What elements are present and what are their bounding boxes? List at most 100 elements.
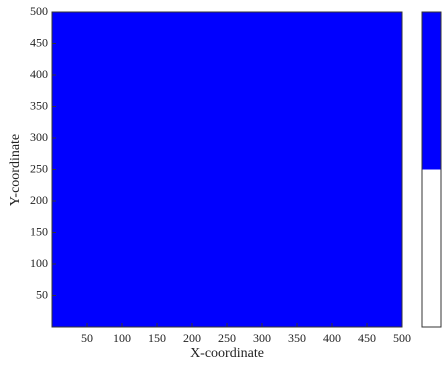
cell <box>52 170 88 202</box>
cell <box>297 264 333 296</box>
cell <box>122 75 158 107</box>
cell <box>87 138 123 170</box>
y-tick-label: 50 <box>36 287 48 301</box>
cell <box>52 12 88 44</box>
cell <box>227 138 263 170</box>
cell <box>227 264 263 296</box>
cell <box>157 264 193 296</box>
cell <box>332 75 368 107</box>
chart: X-coordinate Y-coordinate 50100150200250… <box>0 0 447 363</box>
cell <box>122 296 158 328</box>
cell <box>367 233 403 265</box>
cell <box>87 296 123 328</box>
cell <box>367 201 403 233</box>
cell <box>192 201 228 233</box>
cell <box>332 201 368 233</box>
cell <box>157 138 193 170</box>
cell <box>262 107 298 139</box>
cell <box>87 44 123 76</box>
cell <box>52 138 88 170</box>
cell <box>157 170 193 202</box>
cell <box>227 233 263 265</box>
x-tick-label: 100 <box>113 331 131 345</box>
cell <box>52 296 88 328</box>
cell <box>87 264 123 296</box>
y-tick-label: 300 <box>30 130 48 144</box>
cell <box>297 296 333 328</box>
cell <box>192 264 228 296</box>
cell <box>87 12 123 44</box>
cell <box>192 107 228 139</box>
cell <box>297 233 333 265</box>
cell <box>192 296 228 328</box>
cell <box>262 170 298 202</box>
x-axis-label: X-coordinate <box>190 346 264 361</box>
x-tick-label: 300 <box>253 331 271 345</box>
cell <box>52 107 88 139</box>
cell <box>367 296 403 328</box>
cell <box>367 264 403 296</box>
cell <box>52 75 88 107</box>
y-tick-label: 100 <box>30 256 48 270</box>
y-tick-label: 200 <box>30 193 48 207</box>
cell <box>332 138 368 170</box>
cell <box>87 233 123 265</box>
cell <box>367 12 403 44</box>
cell <box>367 75 403 107</box>
colorbar-segment <box>422 12 441 170</box>
cell <box>332 12 368 44</box>
cell <box>262 138 298 170</box>
cell <box>122 170 158 202</box>
x-tick-label: 250 <box>218 331 236 345</box>
x-tick-label: 350 <box>288 331 306 345</box>
cell <box>157 12 193 44</box>
cell <box>262 12 298 44</box>
cell <box>227 12 263 44</box>
cell <box>297 12 333 44</box>
cell <box>332 170 368 202</box>
x-tick-label: 500 <box>393 331 411 345</box>
y-tick-label: 400 <box>30 67 48 81</box>
cell <box>192 12 228 44</box>
cell <box>122 107 158 139</box>
cell <box>157 107 193 139</box>
cell <box>192 75 228 107</box>
cell <box>262 233 298 265</box>
y-tick-label: 450 <box>30 35 48 49</box>
cell <box>262 201 298 233</box>
cell <box>367 170 403 202</box>
cell <box>227 170 263 202</box>
cell <box>297 138 333 170</box>
cell <box>192 44 228 76</box>
x-tick-label: 50 <box>81 331 93 345</box>
x-tick-label: 400 <box>323 331 341 345</box>
x-tick-label: 150 <box>148 331 166 345</box>
cell <box>227 44 263 76</box>
cell <box>297 107 333 139</box>
cell <box>332 233 368 265</box>
y-tick-label: 150 <box>30 224 48 238</box>
cell <box>297 44 333 76</box>
cell <box>157 296 193 328</box>
cell <box>192 233 228 265</box>
cell <box>332 44 368 76</box>
cell <box>52 201 88 233</box>
cell <box>192 138 228 170</box>
y-tick-label: 250 <box>30 161 48 175</box>
cell <box>122 12 158 44</box>
cell <box>332 264 368 296</box>
cell <box>52 233 88 265</box>
cell <box>297 170 333 202</box>
cell <box>297 75 333 107</box>
colorbar-segment <box>422 170 441 328</box>
cell <box>122 201 158 233</box>
cell <box>157 233 193 265</box>
cell <box>262 75 298 107</box>
cell <box>122 138 158 170</box>
y-tick-label: 500 <box>30 4 48 18</box>
cell <box>367 44 403 76</box>
cell <box>87 107 123 139</box>
cell <box>87 75 123 107</box>
cell <box>52 44 88 76</box>
cell <box>227 296 263 328</box>
